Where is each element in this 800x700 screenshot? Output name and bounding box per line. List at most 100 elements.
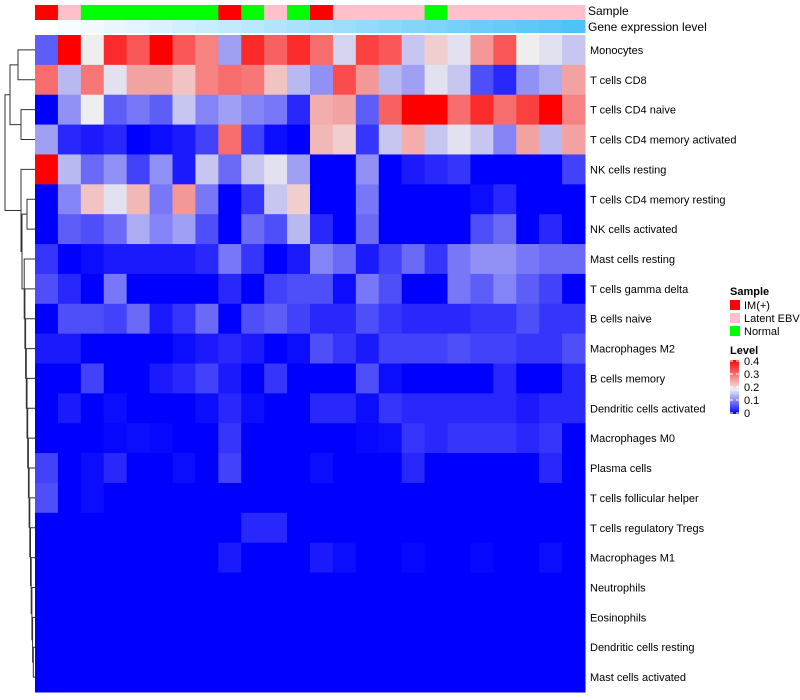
- heatmap-cell: [310, 602, 334, 633]
- heatmap-cell: [57, 303, 82, 335]
- heatmap-cell: [80, 303, 105, 335]
- heatmap-cell: [241, 303, 265, 335]
- heatmap-cell: [562, 94, 586, 126]
- heatmap-cell: [241, 662, 265, 693]
- heatmap-cell: [126, 482, 151, 514]
- heatmap-cell: [539, 453, 563, 484]
- gene-annotation-cell: [355, 20, 380, 33]
- row-label: Mast cells resting: [590, 254, 675, 266]
- heatmap-cell: [172, 542, 196, 574]
- heatmap-cell: [149, 124, 173, 155]
- heatmap-cell: [401, 423, 426, 454]
- sample-annotation-label: Sample: [588, 4, 629, 18]
- heatmap-cell: [287, 393, 311, 424]
- heatmap-cell: [287, 35, 311, 66]
- heatmap-cell: [539, 273, 563, 305]
- heatmap-cell: [310, 662, 334, 693]
- heatmap-cell: [401, 393, 426, 424]
- heatmap-cell: [126, 423, 151, 454]
- heatmap-cell: [172, 94, 196, 126]
- row-label: NK cells activated: [590, 224, 677, 236]
- heatmap-cell: [424, 184, 448, 215]
- heatmap-cell: [149, 184, 173, 215]
- heatmap-cell: [241, 572, 265, 603]
- heatmap-cell: [195, 214, 219, 245]
- heatmap-cell: [332, 35, 357, 66]
- dendrogram-branch: [17, 49, 35, 81]
- heatmap-cell: [264, 184, 288, 215]
- gene-annotation-cell: [264, 20, 288, 33]
- heatmap-cell: [401, 363, 426, 394]
- sample-annotation-cell: [172, 5, 196, 20]
- heatmap-cell: [539, 572, 563, 603]
- row-dendrogram: [4, 49, 35, 678]
- heatmap-cell: [447, 64, 471, 96]
- heatmap-cell: [126, 453, 151, 484]
- heatmap-cell: [493, 482, 517, 514]
- heatmap-cell: [103, 303, 128, 335]
- heatmap-cell: [103, 482, 128, 514]
- heatmap-cell: [447, 154, 471, 185]
- heatmap-cell: [80, 572, 105, 603]
- sample-annotation-cell: [378, 5, 403, 20]
- heatmap-cell: [539, 244, 563, 275]
- heatmap-cell: [516, 363, 540, 394]
- gene-annotation-cell: [493, 20, 517, 33]
- heatmap-cell: [80, 542, 105, 574]
- heatmap-cell: [103, 572, 128, 603]
- heatmap-cell: [355, 244, 380, 275]
- heatmap-cell: [126, 244, 151, 275]
- heatmap-cell: [516, 154, 540, 185]
- row-label: Dendritic cells resting: [590, 642, 695, 654]
- heatmap-cell: [470, 214, 494, 245]
- heatmap-cell: [218, 35, 242, 66]
- sample-annotation-cell: [218, 5, 242, 20]
- heatmap-cell: [195, 602, 219, 633]
- heatmap-cell: [562, 154, 586, 185]
- heatmap-cell: [149, 632, 173, 663]
- heatmap-cell: [287, 64, 311, 96]
- heatmap-cell: [355, 273, 380, 305]
- heatmap-cell: [378, 333, 403, 364]
- heatmap-cell: [424, 423, 448, 454]
- heatmap-cell: [493, 542, 517, 574]
- heatmap-cell: [447, 35, 471, 66]
- sample-annotation-cell: [35, 5, 59, 20]
- heatmap-cell: [332, 184, 357, 215]
- heatmap-cell: [516, 632, 540, 663]
- legend-entry-label: Latent EBV: [744, 313, 800, 325]
- heatmap-cell: [401, 333, 426, 364]
- heatmap-cell: [149, 244, 173, 275]
- heatmap-cell: [149, 512, 173, 544]
- heatmap-cell: [218, 393, 242, 424]
- heatmap-cell: [35, 632, 59, 663]
- heatmap-cell: [539, 512, 563, 544]
- heatmap-cell: [424, 542, 448, 574]
- heatmap-cell: [516, 482, 540, 514]
- dendrogram-branch: [32, 646, 35, 678]
- heatmap-cell: [241, 542, 265, 574]
- heatmap-cell: [126, 154, 151, 185]
- heatmap-cell: [172, 363, 196, 394]
- gene-annotation-cell: [516, 20, 540, 33]
- heatmap-cell: [310, 482, 334, 514]
- heatmap-cell: [493, 333, 517, 364]
- heatmap-cell: [401, 124, 426, 155]
- heatmap-cell: [310, 363, 334, 394]
- heatmap-cell: [562, 482, 586, 514]
- heatmap-cell: [310, 542, 334, 574]
- heatmap-cell: [103, 64, 128, 96]
- heatmap-cell: [562, 423, 586, 454]
- heatmap-cell: [103, 363, 128, 394]
- heatmap-cell: [562, 542, 586, 574]
- heatmap-cell: [401, 572, 426, 603]
- sample-annotation-cell: [103, 5, 128, 20]
- heatmap-cell: [355, 602, 380, 633]
- heatmap-cell: [57, 273, 82, 305]
- heatmap-cell: [493, 363, 517, 394]
- gene-annotation-cell: [103, 20, 128, 33]
- heatmap-cell: [57, 542, 82, 574]
- heatmap-cell: [264, 94, 288, 126]
- heatmap-cell: [562, 184, 586, 215]
